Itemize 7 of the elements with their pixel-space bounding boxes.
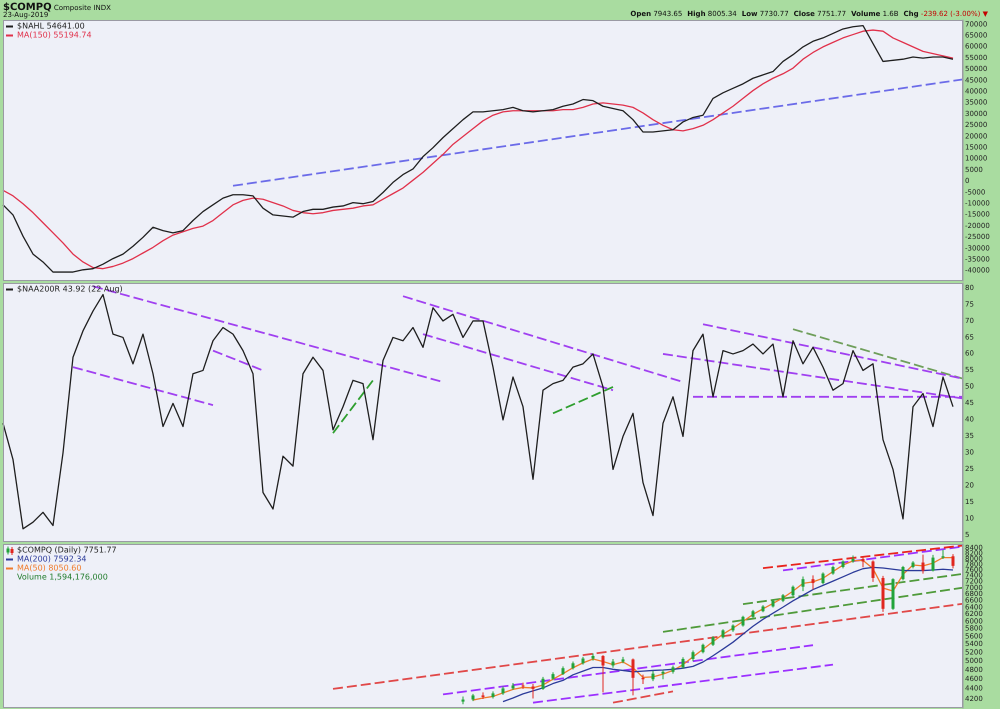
legend-label: $NAHL 54641.00 [17,22,85,31]
legend-label: MA(200) 7592.34 [17,554,87,564]
legend-label: $NAA200R 43.92 (22 Aug) [17,284,123,294]
legend-label: $COMPQ (Daily) 7751.77 [17,546,117,555]
legend-label: MA(150) 55194.74 [17,30,92,40]
annotation: Volume 1,594,176,000 [17,572,108,582]
legend-label: MA(50) 8050.60 [17,564,82,573]
